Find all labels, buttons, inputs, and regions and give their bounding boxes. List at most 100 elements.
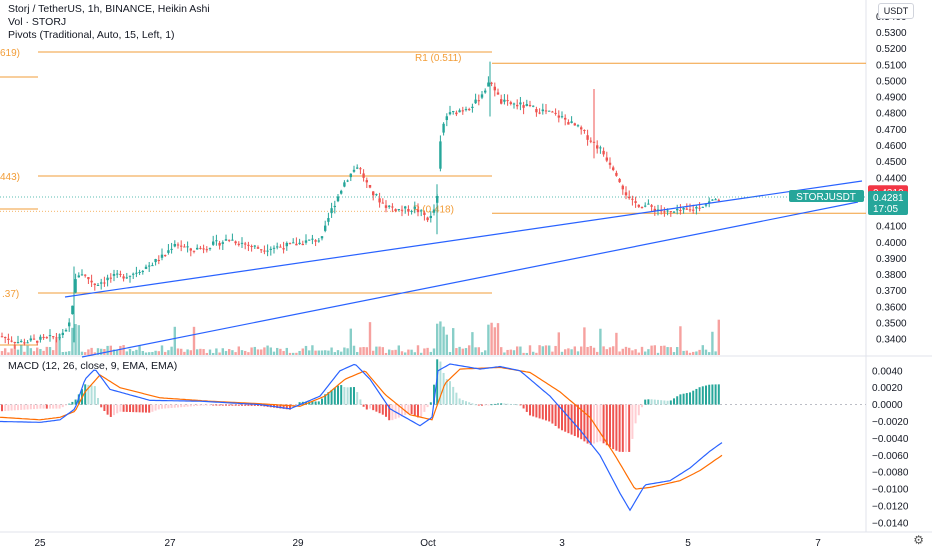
candle-body bbox=[368, 184, 372, 188]
volume-bar bbox=[285, 347, 288, 355]
macd-histogram-bar bbox=[225, 404, 227, 406]
price-axis-label: 0.3700 bbox=[876, 286, 907, 297]
candle-body bbox=[4, 337, 7, 339]
macd-histogram-bar bbox=[231, 404, 234, 406]
macd-histogram-bar bbox=[653, 399, 656, 405]
volume-bar bbox=[4, 348, 7, 355]
volume-bar bbox=[608, 347, 612, 355]
macd-histogram-bar bbox=[333, 387, 336, 405]
macd-histogram-bar bbox=[660, 400, 663, 405]
volume-bar bbox=[717, 319, 720, 355]
candle-body bbox=[599, 147, 602, 149]
volume-bar bbox=[132, 351, 135, 355]
price-axis-label: 0.5300 bbox=[876, 28, 907, 39]
symbol-title[interactable]: Storj / TetherUS, 1h, BINANCE, Heikin As… bbox=[8, 3, 210, 15]
volume-bar bbox=[394, 349, 397, 355]
candle-body bbox=[650, 205, 653, 207]
macd-histogram-bar bbox=[449, 381, 451, 405]
candle-body bbox=[100, 282, 103, 284]
price-axis-label: 0.3600 bbox=[876, 302, 907, 313]
candle-body bbox=[45, 337, 48, 339]
volume-bar bbox=[477, 347, 480, 355]
candle-body bbox=[452, 111, 455, 113]
macd-histogram-bar bbox=[490, 404, 493, 406]
candle-body bbox=[349, 173, 352, 178]
volume-bar bbox=[304, 345, 308, 355]
volume-bar bbox=[125, 351, 128, 355]
candle-body bbox=[624, 192, 628, 196]
volume-bar bbox=[240, 350, 244, 355]
pivot-lines: R1 (0.511)P (0.418)619)443).37) bbox=[0, 48, 866, 346]
time-axis-label: 3 bbox=[559, 538, 565, 549]
volume-bar bbox=[77, 325, 80, 355]
candle-body bbox=[698, 207, 701, 209]
macd-histogram-bar bbox=[689, 392, 691, 405]
candle-body bbox=[138, 271, 141, 273]
candle-body bbox=[506, 100, 509, 102]
macd-histogram-bar bbox=[356, 392, 359, 405]
trendlines[interactable] bbox=[64, 180, 863, 358]
macd-histogram-bar bbox=[426, 404, 429, 408]
macd-histogram-bar bbox=[372, 404, 375, 411]
macd-axis-label: −0.0100 bbox=[872, 485, 909, 496]
candle-body bbox=[400, 209, 404, 211]
volume-bar bbox=[445, 334, 448, 355]
macd-axis-label: −0.0080 bbox=[872, 468, 909, 479]
volume-bar bbox=[500, 347, 503, 355]
volume-bar bbox=[602, 346, 605, 355]
volume-bar bbox=[420, 352, 423, 355]
macd-histogram-bar bbox=[580, 404, 583, 440]
macd-histogram-bar bbox=[39, 404, 42, 409]
macd-histogram-bar bbox=[682, 393, 685, 405]
volume-bar bbox=[154, 350, 157, 355]
macd-title[interactable]: MACD (12, 26, close, 9, EMA, EMA) bbox=[8, 360, 178, 372]
volume-bar bbox=[400, 351, 404, 355]
volume-bar bbox=[215, 348, 218, 355]
candle-body bbox=[164, 255, 167, 257]
candle-body bbox=[285, 242, 288, 247]
candle-body bbox=[106, 277, 109, 281]
volume-bar bbox=[615, 332, 618, 355]
volume-bar bbox=[157, 351, 160, 355]
macd-histogram-bar bbox=[705, 385, 707, 405]
volume-bar bbox=[452, 328, 455, 355]
volume-legend[interactable]: Vol · STORJ bbox=[8, 16, 67, 28]
macd-histogram-bar bbox=[378, 404, 381, 414]
candle-body bbox=[10, 340, 13, 342]
pivots-legend[interactable]: Pivots (Traditional, Auto, 15, Left, 1) bbox=[8, 29, 175, 41]
volume-bar bbox=[80, 351, 84, 355]
macd-histogram-bar bbox=[423, 404, 426, 412]
volume-bar bbox=[541, 346, 544, 355]
gear-icon[interactable]: ⚙ bbox=[913, 533, 924, 547]
candle-body bbox=[160, 254, 164, 258]
volume-bar bbox=[205, 352, 208, 355]
candle-body bbox=[295, 243, 298, 246]
candle-body bbox=[612, 167, 615, 170]
volume-bar bbox=[221, 348, 224, 355]
macd-histogram-bar bbox=[253, 404, 256, 406]
price-axis-label: 0.5200 bbox=[876, 44, 907, 55]
price-axis-label: 0.3400 bbox=[876, 335, 907, 346]
currency-button[interactable]: USDT bbox=[878, 3, 914, 19]
candle-body bbox=[666, 210, 669, 212]
candle-body bbox=[496, 92, 500, 95]
macd-histogram-bar bbox=[541, 404, 544, 420]
macd-histogram-bar bbox=[279, 404, 282, 409]
volume-bar bbox=[701, 345, 704, 355]
macd-histogram-bar bbox=[634, 404, 637, 424]
candlesticks[interactable] bbox=[0, 61, 720, 349]
time-axis-label: 25 bbox=[34, 538, 46, 549]
volume-bar bbox=[208, 349, 212, 355]
candle-body bbox=[634, 201, 637, 203]
volume-bar bbox=[407, 349, 410, 355]
volume-bar bbox=[96, 348, 100, 355]
candle-body bbox=[471, 106, 474, 108]
macd-histogram-bar bbox=[615, 404, 618, 451]
volume-bar bbox=[442, 326, 445, 355]
volume-bar bbox=[269, 347, 272, 355]
macd-histogram-bar bbox=[692, 390, 695, 405]
candle-body bbox=[628, 196, 631, 199]
candle-body bbox=[157, 259, 160, 261]
macd-histogram-bar bbox=[257, 404, 259, 406]
